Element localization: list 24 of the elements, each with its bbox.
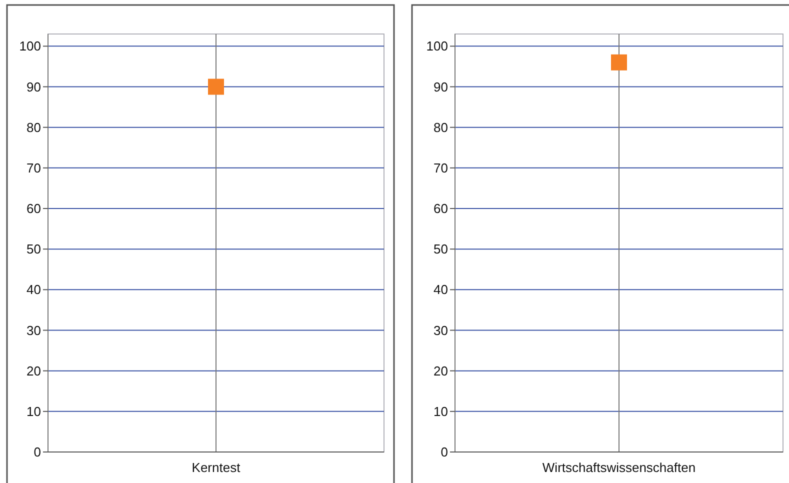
y-tick-label: 0 [34,444,41,460]
y-tick-label: 80 [434,120,448,135]
y-tick-label: 90 [26,79,41,94]
x-tick-label: Kerntest [192,460,241,475]
y-tick-label: 100 [426,38,448,54]
y-tick-label: 20 [434,363,448,378]
y-tick-label: 30 [26,322,41,338]
y-tick-label: 70 [26,160,41,176]
y-tick-label: 50 [26,242,41,257]
y-tick-label: 80 [26,120,41,135]
x-tick-label: Wirtschaftswissenschaften [542,460,696,475]
y-tick-label: 10 [26,404,41,419]
y-tick-label: 90 [434,79,448,94]
y-tick-label: 0 [440,444,448,460]
y-tick-label: 10 [434,404,448,419]
y-tick-label: 100 [19,38,41,54]
y-tick-label: 40 [434,282,448,298]
y-tick-label: 50 [434,242,448,257]
y-tick-label: 30 [434,322,448,338]
y-tick-label: 60 [434,201,448,216]
y-tick-label: 20 [26,363,41,378]
y-tick-label: 70 [434,160,448,176]
y-tick-label: 40 [26,282,41,298]
y-tick-label: 60 [26,201,41,216]
